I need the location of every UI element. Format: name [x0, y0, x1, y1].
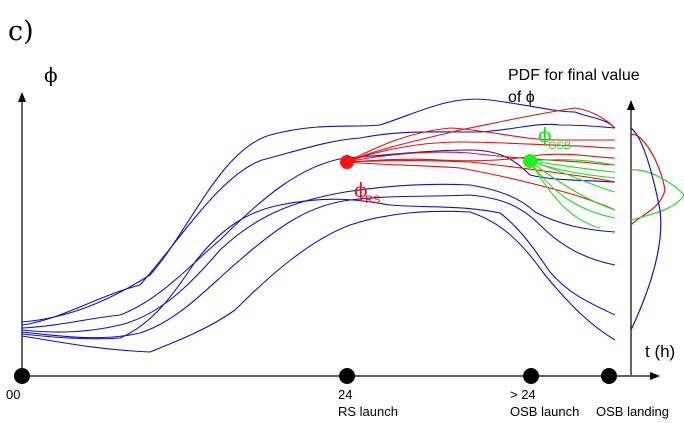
- time-point-tick: 00: [6, 387, 20, 402]
- osb-ensemble-trajectory: [529, 160, 616, 211]
- rs-marker-symbol: ϕ: [354, 178, 368, 202]
- time-point-marker: [601, 368, 617, 384]
- osb-state-marker: [523, 154, 537, 168]
- time-point-event: OSB launch: [510, 404, 579, 419]
- time-point-event: RS launch: [338, 404, 398, 419]
- rs-state-marker: [340, 155, 354, 169]
- y-axis-label: ϕ: [44, 63, 58, 87]
- time-point-marker: [339, 368, 355, 384]
- ensemble-trajectory: [21, 198, 616, 340]
- osb-pdf-curve: [630, 169, 684, 221]
- rs-ensemble-trajectory: [346, 107, 616, 163]
- osb-ensemble-trajectory: [529, 159, 616, 166]
- time-point-marker: [523, 368, 539, 384]
- ensemble-trajectories: [21, 98, 616, 353]
- time-point-tick: > 24: [510, 387, 536, 402]
- time-point-tick: 24: [338, 387, 352, 402]
- x-axis-label: t (h): [645, 342, 675, 361]
- ensemble-pdf-curve: [630, 127, 662, 331]
- osb-ensemble-trajectory: [529, 160, 601, 229]
- pdf-title-line2: of ϕ: [508, 89, 535, 106]
- ensemble-trajectory: [21, 123, 616, 326]
- x-axis-arrow: [650, 372, 660, 380]
- ensemble-trajectory: [21, 210, 616, 353]
- ensemble-trajectory: [21, 194, 616, 339]
- osb-ensemble-trajectory: [529, 160, 616, 179]
- pdf-axis-arrow: [627, 100, 635, 110]
- rs-ensemble-trajectory: [346, 141, 616, 163]
- osb-marker-symbol: ϕ: [538, 123, 552, 147]
- osb-ensemble-trajectories: [529, 159, 616, 229]
- time-point-event: OSB landing: [596, 404, 669, 419]
- osb-ensemble-trajectory: [529, 160, 616, 173]
- rs-ensemble-trajectory: [346, 153, 616, 163]
- rs-ensemble-trajectory: [346, 127, 615, 163]
- pdf-title-line1: PDF for final value: [508, 67, 640, 84]
- rs-marker-subscript: RS: [365, 194, 380, 206]
- osb-marker-subscript: OSB: [548, 140, 571, 152]
- osb-ensemble-trajectory: [529, 160, 616, 219]
- ensemble-trajectory: [21, 98, 616, 323]
- ensemble-trajectory: [21, 149, 616, 329]
- time-point-marker: [14, 368, 30, 384]
- rs-ensemble-trajectory: [346, 161, 616, 211]
- panel-label: c): [8, 16, 34, 47]
- rs-ensemble-trajectory: [346, 151, 616, 166]
- rs-ensemble-trajectories: [346, 107, 616, 211]
- ensemble-trajectory: [21, 183, 616, 333]
- rs-ensemble-trajectory: [346, 159, 616, 183]
- y-axis-arrow: [18, 92, 26, 102]
